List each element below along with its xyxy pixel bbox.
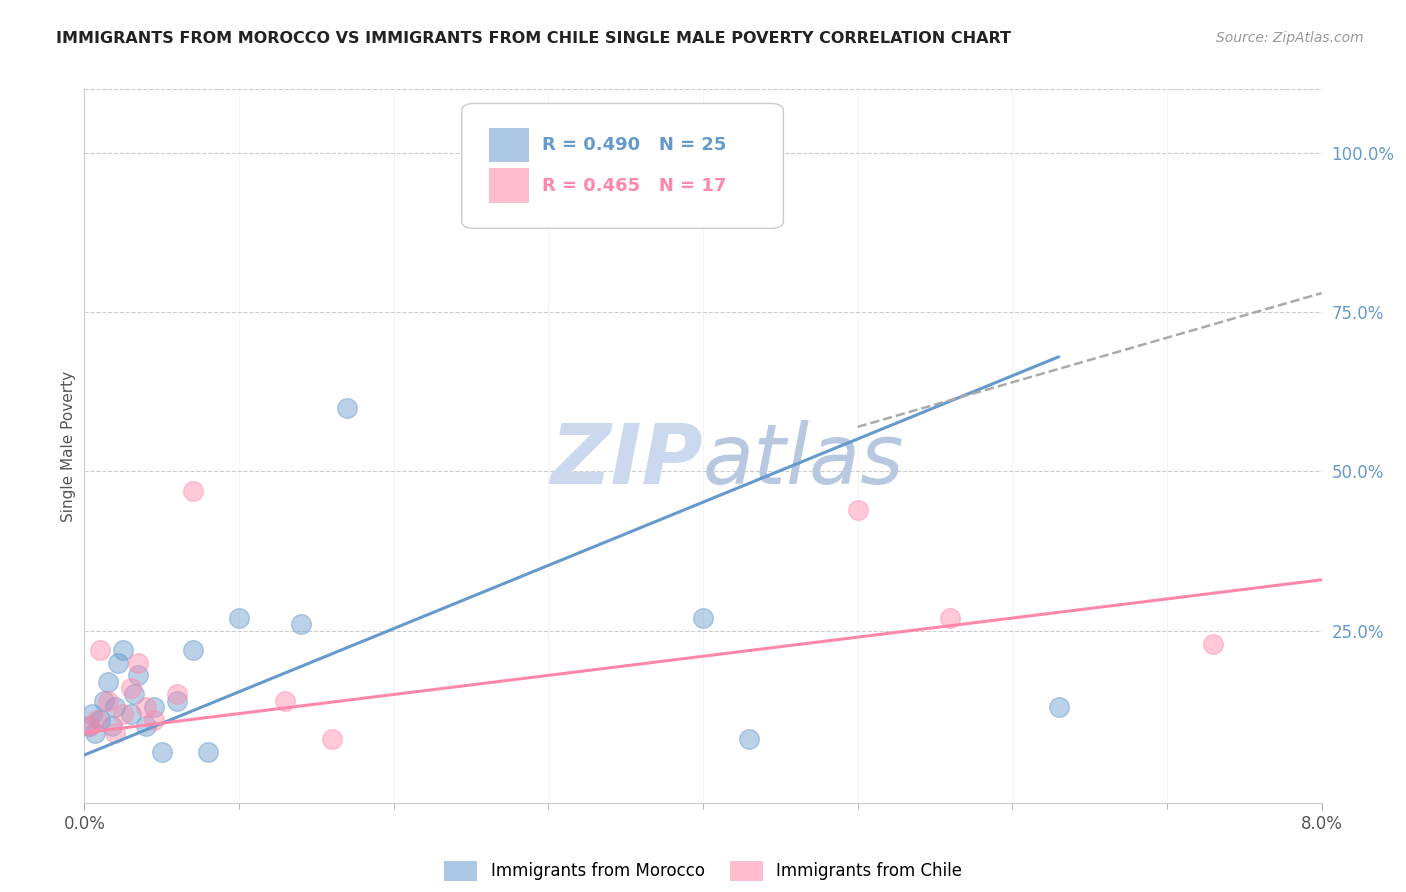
Point [166, 688, 188, 702]
Point [1202, 636, 1225, 650]
Point [104, 725, 127, 739]
Y-axis label: Single Male Poverty: Single Male Poverty [60, 370, 76, 522]
Point [692, 611, 714, 625]
Point [1047, 700, 1070, 714]
Point [939, 611, 962, 625]
FancyBboxPatch shape [461, 103, 783, 228]
Point [96, 694, 120, 708]
Point [128, 656, 150, 670]
Point [122, 688, 145, 702]
Point [181, 483, 204, 498]
Point [166, 694, 188, 708]
Text: ZIP: ZIP [550, 420, 703, 500]
Text: R = 0.465   N = 17: R = 0.465 N = 17 [543, 177, 727, 194]
Point [143, 700, 166, 714]
Point [84, 725, 107, 739]
Legend: Immigrants from Morocco, Immigrants from Chile: Immigrants from Morocco, Immigrants from… [437, 855, 969, 888]
Point [135, 700, 157, 714]
Text: R = 0.490   N = 25: R = 0.490 N = 25 [543, 136, 727, 153]
Point [135, 719, 157, 733]
Text: Source: ZipAtlas.com: Source: ZipAtlas.com [1216, 31, 1364, 45]
Point [120, 681, 142, 695]
Text: IMMIGRANTS FROM MOROCCO VS IMMIGRANTS FROM CHILE SINGLE MALE POVERTY CORRELATION: IMMIGRANTS FROM MOROCCO VS IMMIGRANTS FR… [56, 31, 1011, 46]
Point [120, 706, 142, 721]
Point [101, 719, 124, 733]
FancyBboxPatch shape [489, 169, 529, 202]
Point [96, 674, 120, 689]
Point [321, 732, 343, 747]
Point [274, 694, 297, 708]
Point [181, 643, 204, 657]
FancyBboxPatch shape [489, 128, 529, 162]
Point [197, 745, 219, 759]
Point [128, 668, 150, 682]
Point [112, 643, 135, 657]
Point [89, 713, 111, 727]
Point [228, 611, 250, 625]
Point [77, 719, 100, 733]
Point [107, 656, 129, 670]
Point [104, 700, 127, 714]
Point [290, 617, 312, 632]
Point [150, 745, 173, 759]
Point [89, 643, 111, 657]
Text: atlas: atlas [703, 420, 904, 500]
Point [846, 502, 869, 516]
Point [86, 713, 108, 727]
Point [112, 706, 135, 721]
Point [77, 719, 100, 733]
Point [93, 694, 115, 708]
Point [82, 706, 104, 721]
Point [143, 713, 166, 727]
Point [336, 401, 359, 415]
Point [738, 732, 761, 747]
